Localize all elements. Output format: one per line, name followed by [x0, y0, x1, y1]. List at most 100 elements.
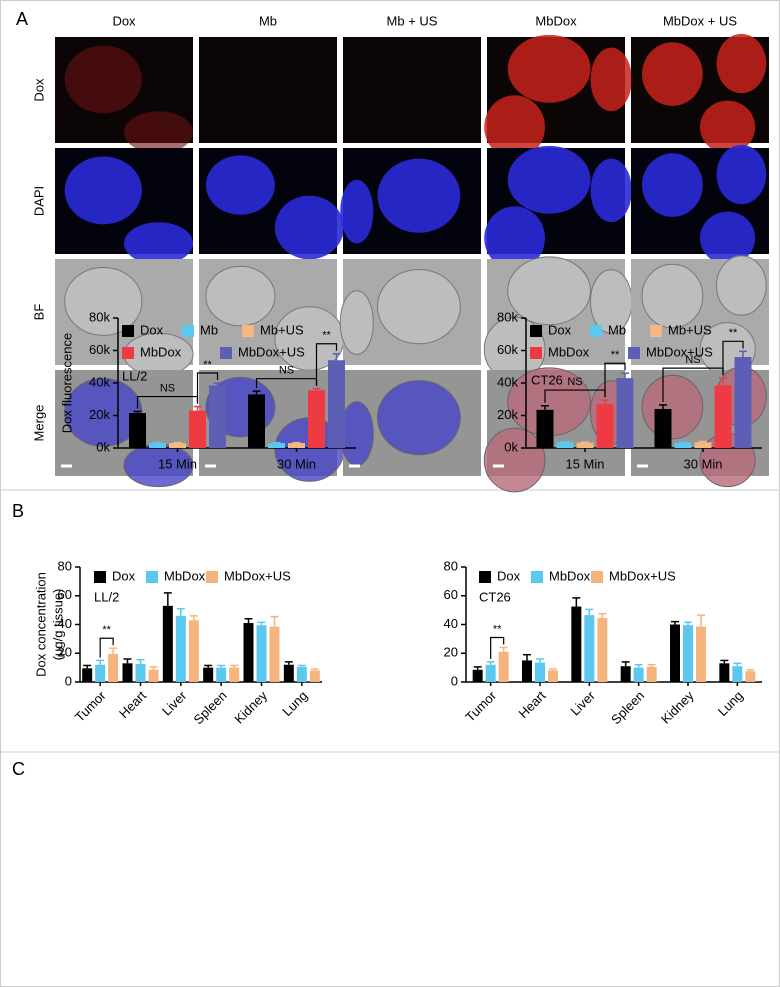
bar [82, 668, 93, 682]
bar [654, 409, 672, 448]
legend-label: MbDox+US [646, 344, 713, 359]
panel-label: A [16, 9, 28, 29]
column-label: Mb [259, 13, 277, 28]
column-label: MbDox [535, 13, 577, 28]
cell [483, 427, 546, 493]
bar [328, 360, 345, 448]
legend-swatch [530, 325, 542, 337]
significance-bracket [604, 362, 626, 398]
significance-bracket [99, 637, 114, 658]
bar [162, 605, 173, 682]
x-tick-label: Tumor [72, 687, 109, 724]
legend-label: Dox [112, 568, 136, 583]
cell [339, 290, 374, 355]
bar [189, 410, 206, 448]
cell [64, 45, 142, 114]
legend-swatch [122, 347, 134, 359]
legend-label: Dox [497, 568, 521, 583]
y-axis-label: Dox concentration [33, 572, 48, 677]
bar [148, 669, 159, 682]
y-axis-unit: (μg/g tissue) [50, 589, 65, 661]
significance-label: ** [203, 359, 212, 371]
legend-swatch [628, 347, 640, 359]
legend-label: Mb [200, 322, 218, 337]
chart-label: LL/2 [122, 368, 147, 383]
legend-label: MbDox+US [224, 568, 291, 583]
y-tick-label: 0 [65, 673, 72, 688]
bar [696, 626, 706, 682]
bar [694, 442, 712, 448]
cell [641, 374, 704, 440]
y-tick-label: 80k [89, 309, 110, 324]
y-tick-label: 0 [451, 673, 458, 688]
bar [108, 653, 119, 682]
bar [308, 390, 325, 448]
legend-label: Mb+US [668, 322, 712, 337]
bar [135, 664, 146, 682]
row-label: DAPI [31, 186, 46, 216]
cell [377, 158, 461, 233]
cell [64, 377, 143, 447]
legend-label: MbDox [548, 344, 590, 359]
bar [548, 670, 558, 682]
legend-swatch [650, 325, 662, 337]
cell [716, 144, 767, 205]
y-axis-label: Dox fluorescence [59, 333, 74, 433]
bar [719, 663, 730, 682]
bar [576, 442, 594, 448]
bar [122, 663, 133, 682]
legend-label: Dox [140, 322, 164, 337]
legend-label: Mb [608, 322, 626, 337]
significance-bracket [722, 340, 744, 376]
bar [95, 664, 106, 682]
chart-label: CT26 [531, 372, 563, 387]
x-tick-label: 30 Min [683, 456, 722, 471]
legend-label: MbDox [164, 568, 206, 583]
bar [216, 667, 227, 682]
legend-swatch [122, 325, 134, 337]
bar [535, 662, 545, 682]
bar [714, 385, 732, 448]
bar [309, 670, 320, 682]
cell [716, 255, 767, 316]
cell [590, 47, 632, 112]
bar [269, 626, 280, 682]
micrograph [199, 37, 337, 143]
bar [188, 620, 199, 682]
bar [597, 618, 608, 682]
cell [507, 34, 591, 103]
bar [248, 394, 265, 448]
bar [620, 666, 631, 682]
bar [485, 664, 496, 682]
x-tick-label: Liver [567, 687, 598, 718]
x-tick-label: Heart [116, 688, 149, 721]
y-tick-label: 20 [444, 645, 458, 660]
row-label: Merge [31, 405, 46, 442]
significance-bracket [490, 636, 505, 659]
cell [700, 211, 756, 265]
column-label: MbDox + US [663, 13, 737, 28]
legend-label: Mb+US [260, 322, 304, 337]
bar [283, 664, 294, 682]
y-tick-label: 60k [497, 342, 518, 357]
x-tick-label: 15 Min [565, 456, 604, 471]
cell [205, 265, 276, 327]
legend-swatch [94, 571, 106, 583]
significance-label: NS [160, 382, 175, 394]
bar [584, 615, 595, 682]
cell [205, 155, 275, 215]
significance-label: ** [322, 330, 331, 342]
significance-label: ** [729, 327, 738, 339]
column-label: Mb + US [387, 13, 438, 28]
significance-bracket [196, 372, 219, 404]
cell [484, 206, 545, 270]
chart-label: LL/2 [94, 589, 119, 604]
bar [674, 442, 692, 448]
x-tick-label: 30 Min [277, 456, 316, 471]
bar [745, 671, 756, 682]
bar [243, 623, 254, 682]
bar [169, 443, 186, 448]
cell [339, 401, 374, 466]
x-tick-label: Spleen [608, 688, 647, 727]
bar [683, 625, 693, 682]
